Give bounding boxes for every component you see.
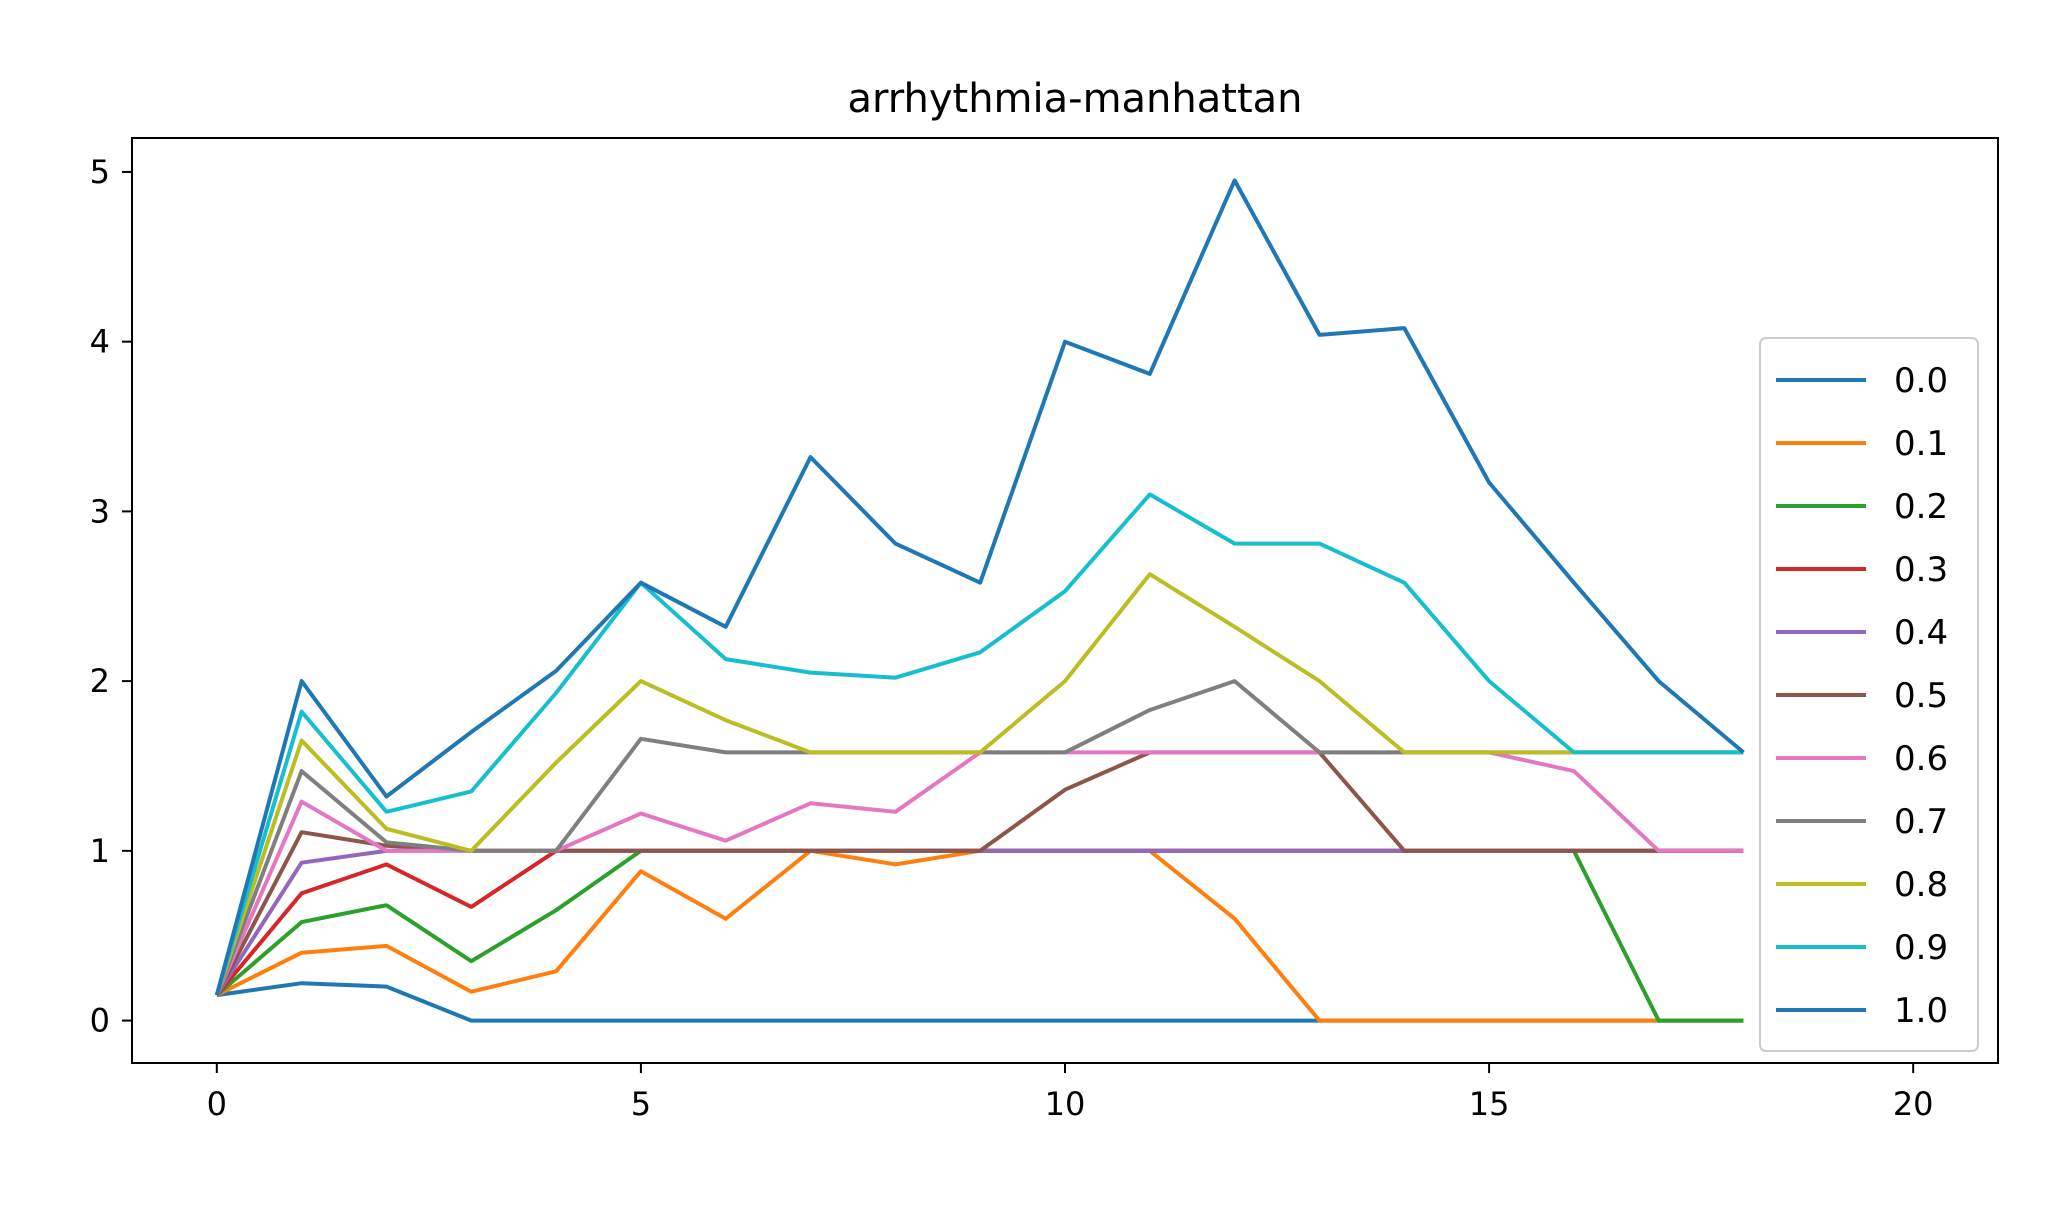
legend-label: 1.0 — [1894, 991, 1948, 1031]
legend-label: 0.6 — [1894, 739, 1948, 779]
y-axis-ticks: 0 1 2 3 4 5 — [90, 153, 132, 1040]
series-line-2 — [215, 848, 1744, 1023]
legend-label: 0.5 — [1894, 676, 1948, 716]
series-line-4 — [215, 848, 1744, 997]
series-line-9 — [214, 492, 1744, 996]
y-tick-label: 2 — [90, 662, 110, 700]
x-tick-label: 20 — [1893, 1085, 1934, 1123]
y-tick-label: 1 — [90, 832, 110, 870]
series-line-5 — [215, 750, 1744, 997]
x-tick-label: 5 — [631, 1085, 651, 1123]
y-tick-label: 4 — [90, 323, 110, 361]
legend-label: 0.2 — [1894, 487, 1948, 527]
legend-label: 0.7 — [1894, 802, 1948, 842]
series-line-0 — [216, 981, 1744, 1023]
legend-box — [1759, 337, 1979, 1052]
chart-title: arrhythmia-manhattan — [848, 76, 1303, 122]
series-line-6 — [214, 750, 1744, 996]
x-tick-label: 0 — [207, 1085, 227, 1123]
x-tick-label: 10 — [1045, 1085, 1086, 1123]
y-tick-label: 5 — [90, 153, 110, 191]
series-line-3 — [215, 848, 1744, 997]
series-line-1 — [215, 848, 1744, 1023]
legend-label: 0.9 — [1894, 928, 1948, 968]
y-tick-label: 0 — [90, 1002, 110, 1040]
legend-label: 0.1 — [1894, 424, 1948, 464]
series-lines — [214, 178, 1745, 1023]
legend-label: 0.8 — [1894, 865, 1948, 905]
series-line-7 — [214, 679, 1744, 996]
legend-label: 0.0 — [1894, 361, 1948, 401]
legend: 0.0 0.1 0.2 0.3 0.4 0.5 0.6 0.7 0.8 0.9 1.0 — [1759, 337, 1979, 1052]
series-line-8 — [214, 572, 1744, 996]
y-tick-label: 3 — [90, 492, 110, 530]
x-tick-label: 15 — [1469, 1085, 1510, 1123]
x-axis-ticks: 0 5 10 15 20 — [207, 1063, 1934, 1123]
legend-label: 0.3 — [1894, 550, 1948, 590]
legend-label: 0.4 — [1894, 613, 1948, 653]
series-line-10 — [214, 178, 1745, 996]
